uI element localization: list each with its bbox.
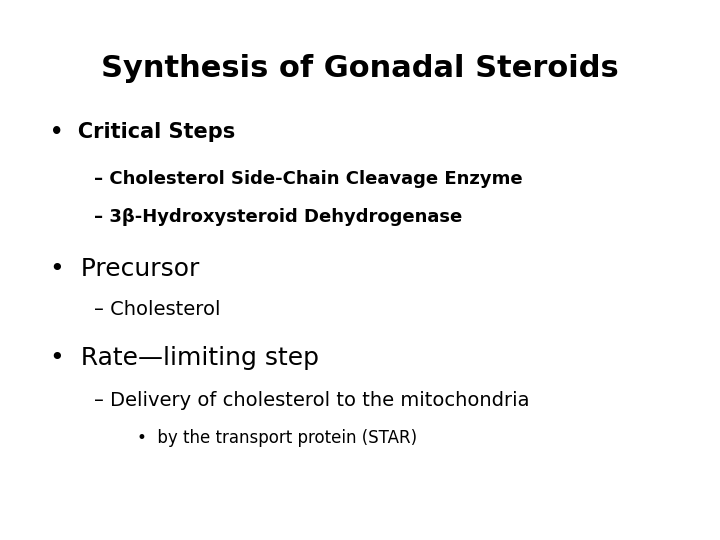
Text: – Delivery of cholesterol to the mitochondria: – Delivery of cholesterol to the mitocho… [94, 392, 529, 410]
Text: •  Critical Steps: • Critical Steps [50, 122, 235, 141]
Text: – Cholesterol: – Cholesterol [94, 300, 220, 319]
Text: – Cholesterol Side-Chain Cleavage Enzyme: – Cholesterol Side-Chain Cleavage Enzyme [94, 170, 522, 188]
Text: Synthesis of Gonadal Steroids: Synthesis of Gonadal Steroids [101, 54, 619, 83]
Text: •  Precursor: • Precursor [50, 256, 199, 280]
Text: •  by the transport protein (STAR): • by the transport protein (STAR) [137, 429, 417, 447]
Text: •  Rate—limiting step: • Rate—limiting step [50, 346, 320, 369]
Text: – 3β-Hydroxysteroid Dehydrogenase: – 3β-Hydroxysteroid Dehydrogenase [94, 208, 462, 226]
